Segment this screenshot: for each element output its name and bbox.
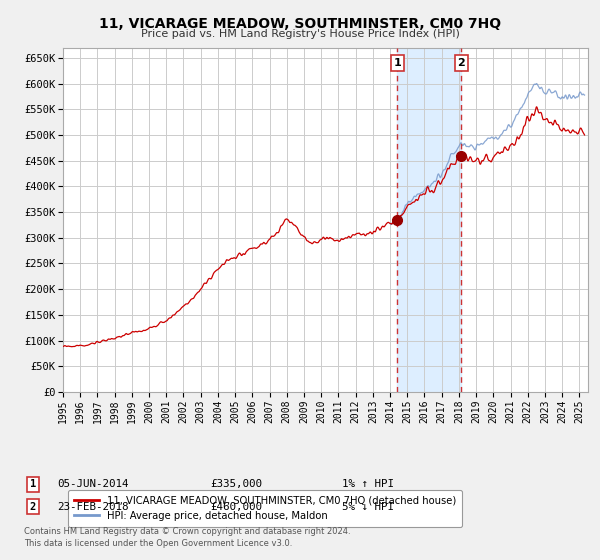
Text: 1% ↑ HPI: 1% ↑ HPI (342, 479, 394, 489)
Text: £460,000: £460,000 (210, 502, 262, 512)
Text: 1: 1 (394, 58, 401, 68)
Text: 2: 2 (30, 502, 36, 512)
Text: Price paid vs. HM Land Registry's House Price Index (HPI): Price paid vs. HM Land Registry's House … (140, 29, 460, 39)
Text: 5% ↓ HPI: 5% ↓ HPI (342, 502, 394, 512)
Text: This data is licensed under the Open Government Licence v3.0.: This data is licensed under the Open Gov… (24, 539, 292, 548)
Text: 2: 2 (457, 58, 465, 68)
Text: Contains HM Land Registry data © Crown copyright and database right 2024.: Contains HM Land Registry data © Crown c… (24, 528, 350, 536)
Text: 1: 1 (30, 479, 36, 489)
Legend: 11, VICARAGE MEADOW, SOUTHMINSTER, CM0 7HQ (detached house), HPI: Average price,: 11, VICARAGE MEADOW, SOUTHMINSTER, CM0 7… (68, 490, 462, 527)
Text: 05-JUN-2014: 05-JUN-2014 (57, 479, 128, 489)
Text: 11, VICARAGE MEADOW, SOUTHMINSTER, CM0 7HQ: 11, VICARAGE MEADOW, SOUTHMINSTER, CM0 7… (99, 17, 501, 31)
Text: 23-FEB-2018: 23-FEB-2018 (57, 502, 128, 512)
Bar (397, 48, 461, 392)
Text: £335,000: £335,000 (210, 479, 262, 489)
